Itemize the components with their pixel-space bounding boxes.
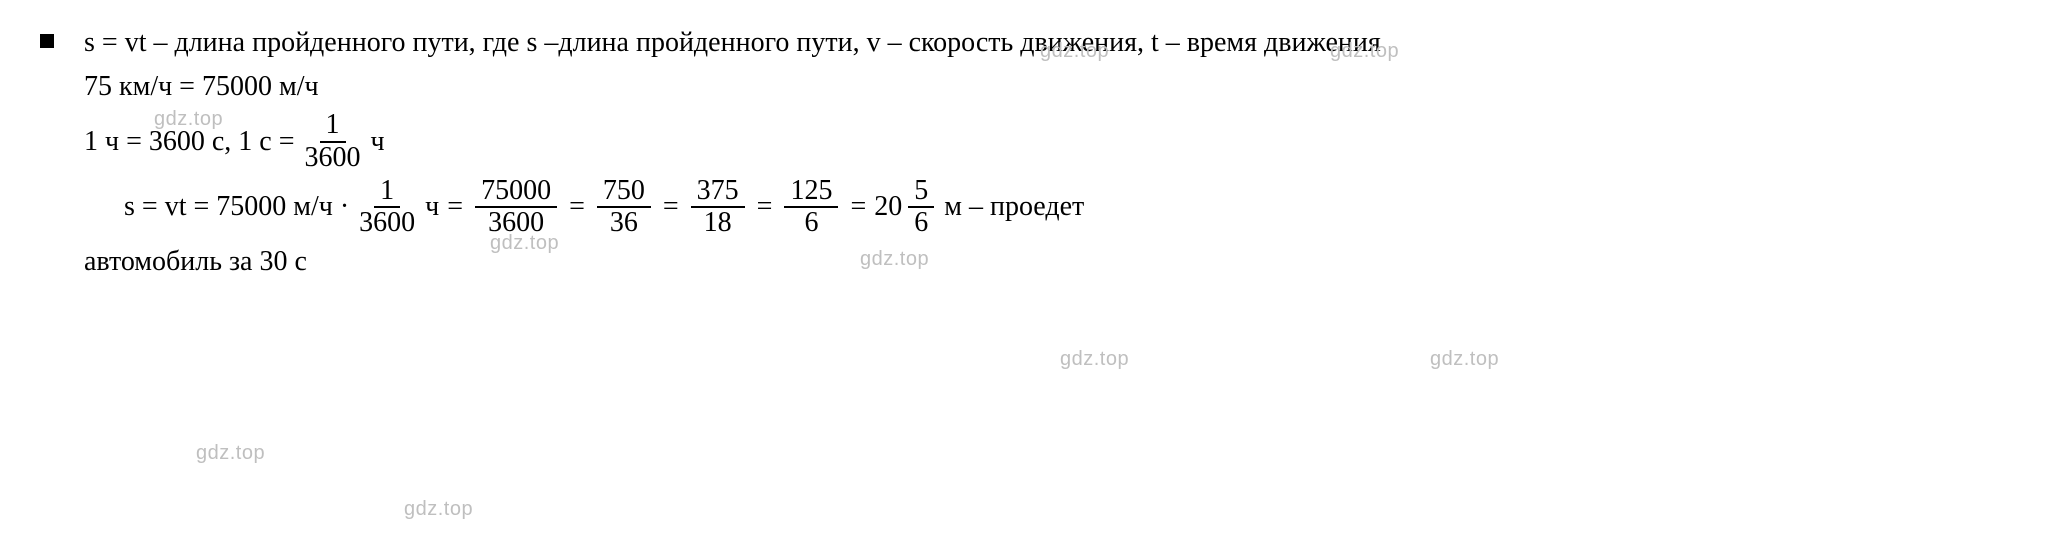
watermark-text: gdz.top xyxy=(404,494,473,524)
fraction-denominator: 6 xyxy=(908,208,934,239)
fraction-numerator: 125 xyxy=(784,176,838,209)
bullet-marker xyxy=(40,34,54,48)
fraction-2: 75000 3600 xyxy=(475,176,557,240)
calculation-line: s = vt = 75000 м/ч · 1 3600 ч = 75000 36… xyxy=(124,176,2014,240)
fraction-4: 375 18 xyxy=(691,176,745,240)
calc-text-c: м – проедет xyxy=(944,186,1084,228)
fraction-3: 750 36 xyxy=(597,176,651,240)
fraction-5: 125 6 xyxy=(784,176,838,240)
fraction-numerator: 75000 xyxy=(475,176,557,209)
watermark-text: gdz.top xyxy=(1060,344,1129,374)
fraction-denominator: 3600 xyxy=(482,208,550,239)
bullet-list-item: s = vt – длина пройденного пути, где s –… xyxy=(40,20,2014,285)
fraction-numerator: 750 xyxy=(597,176,651,209)
time-conversion-text-a: 1 ч = 3600 с, 1 с = xyxy=(84,121,295,163)
calc-text-b: ч xyxy=(425,186,439,228)
equals-sign: = xyxy=(663,186,679,228)
time-conversion-text-b: ч xyxy=(371,121,385,163)
result-text: автомобиль за 30 с xyxy=(84,241,307,283)
conversion-line-2: 1 ч = 3600 с, 1 с = 1 3600 ч xyxy=(84,110,2014,174)
fraction-denominator: 18 xyxy=(698,208,738,239)
fraction-denominator: 3600 xyxy=(353,208,421,239)
mixed-number: 20 5 6 xyxy=(874,176,938,240)
calc-text-a: s = vt = 75000 м/ч · xyxy=(124,186,349,228)
mixed-whole: 20 xyxy=(874,186,902,228)
fraction-numerator: 375 xyxy=(691,176,745,209)
equals-sign: = xyxy=(447,186,463,228)
fraction-denominator: 6 xyxy=(798,208,824,239)
fraction-numerator: 5 xyxy=(908,176,934,209)
watermark-text: gdz.top xyxy=(1430,344,1499,374)
content-block: s = vt – длина пройденного пути, где s –… xyxy=(84,20,2014,285)
definition-line: s = vt – длина пройденного пути, где s –… xyxy=(84,22,2014,64)
equals-sign: = xyxy=(850,186,866,228)
fraction-denominator: 36 xyxy=(604,208,644,239)
conversion-line-1: 75 км/ч = 75000 м/ч xyxy=(84,66,2014,108)
equals-sign: = xyxy=(569,186,585,228)
watermark-text: gdz.top xyxy=(196,438,265,468)
fraction-1: 1 3600 xyxy=(353,176,421,240)
fraction-numerator: 1 xyxy=(374,176,400,209)
fraction-numerator: 1 xyxy=(320,110,346,143)
equals-sign: = xyxy=(757,186,773,228)
speed-conversion-text: 75 км/ч = 75000 м/ч xyxy=(84,66,319,108)
result-line: автомобиль за 30 с xyxy=(84,241,2014,283)
fraction-denominator: 3600 xyxy=(299,143,367,174)
fraction-time: 1 3600 xyxy=(299,110,367,174)
mixed-fraction: 5 6 xyxy=(908,176,934,240)
formula-definition-text: s = vt – длина пройденного пути, где s –… xyxy=(84,22,1381,64)
